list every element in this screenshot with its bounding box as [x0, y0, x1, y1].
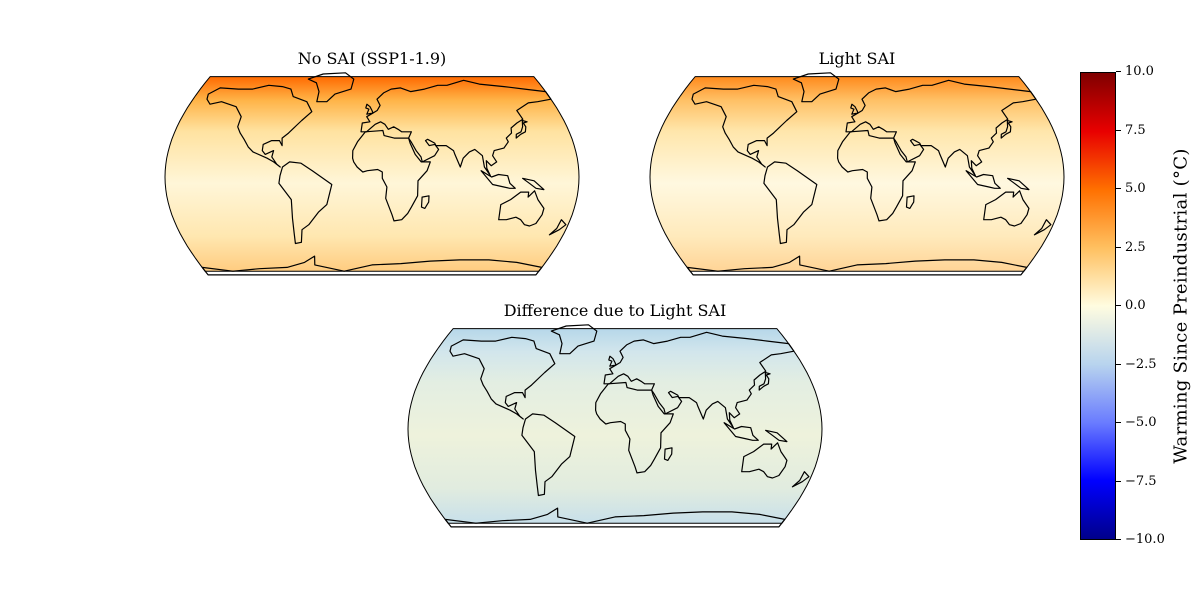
coastline-indonesia [965, 170, 1001, 189]
coastline-africa [837, 129, 916, 222]
colorbar-tick: −5.0 [1116, 416, 1157, 430]
colorbar-label: Warming Since Preindustrial (°C) [1170, 148, 1192, 464]
coastline-indonesia [480, 170, 516, 189]
colorbar-tick: −10.0 [1116, 533, 1165, 547]
coastline-africa [352, 129, 431, 222]
world-map-light-sai [649, 72, 1065, 276]
coastline-new-zealand [791, 471, 810, 488]
world-map-difference [407, 324, 823, 528]
coastline-greenland [792, 72, 840, 103]
coastline-new-guinea [1007, 177, 1030, 191]
coastline-australia [498, 190, 545, 227]
coastline-australia [983, 190, 1030, 227]
map-title-light-sai: Light SAI [818, 49, 896, 68]
coastline-north-america [206, 84, 313, 168]
coastline-south-america [521, 413, 576, 497]
coastline-uk [365, 103, 374, 115]
coastline-south-america [763, 161, 818, 245]
coastline-greenland [307, 72, 355, 103]
coastline-madagascar [420, 195, 430, 209]
coastline-uk [850, 103, 859, 115]
coastline-new-zealand [1033, 219, 1052, 236]
coastline-australia [741, 442, 788, 479]
coastline-japan [758, 371, 771, 391]
coastline-new-zealand [548, 219, 567, 236]
colorbar-tick: 0.0 [1116, 299, 1146, 313]
coastline-japan [515, 119, 528, 139]
coastline-uk [608, 355, 617, 367]
map-field [165, 76, 579, 272]
coastline-eurasia [845, 79, 1037, 177]
coastline-madagascar [663, 447, 673, 461]
world-map-no-sai [164, 72, 580, 276]
coastline-eurasia [360, 79, 552, 177]
coastline-greenland [550, 324, 598, 355]
coastline-eurasia [603, 331, 795, 429]
colorbar-tick: −7.5 [1116, 474, 1157, 489]
map-title-no-sai: No SAI (SSP1-1.9) [297, 49, 447, 68]
map-border [407, 328, 823, 524]
colorbar-tick: 7.5 [1116, 123, 1146, 138]
map-border [649, 76, 1065, 272]
colorbar-tick: −2.5 [1116, 357, 1157, 372]
map-border [164, 76, 580, 272]
coastline-africa [595, 381, 674, 474]
coastline-indonesia [723, 422, 759, 441]
map-field [650, 76, 1064, 272]
map-field [408, 328, 822, 524]
map-title-difference: Difference due to Light SAI [503, 301, 727, 320]
coastline-south-america [278, 161, 333, 245]
coastline-japan [1000, 119, 1013, 139]
colorbar-tick: 5.0 [1116, 182, 1146, 196]
coastline-new-guinea [522, 177, 545, 191]
coastline-madagascar [905, 195, 915, 209]
coastline-north-america [449, 336, 556, 420]
colorbar-tick: 2.5 [1116, 240, 1146, 255]
colorbar-tick: 10.0 [1116, 65, 1154, 79]
coastline-new-guinea [765, 429, 788, 443]
coastline-north-america [691, 84, 798, 168]
colorbar [1080, 72, 1116, 540]
